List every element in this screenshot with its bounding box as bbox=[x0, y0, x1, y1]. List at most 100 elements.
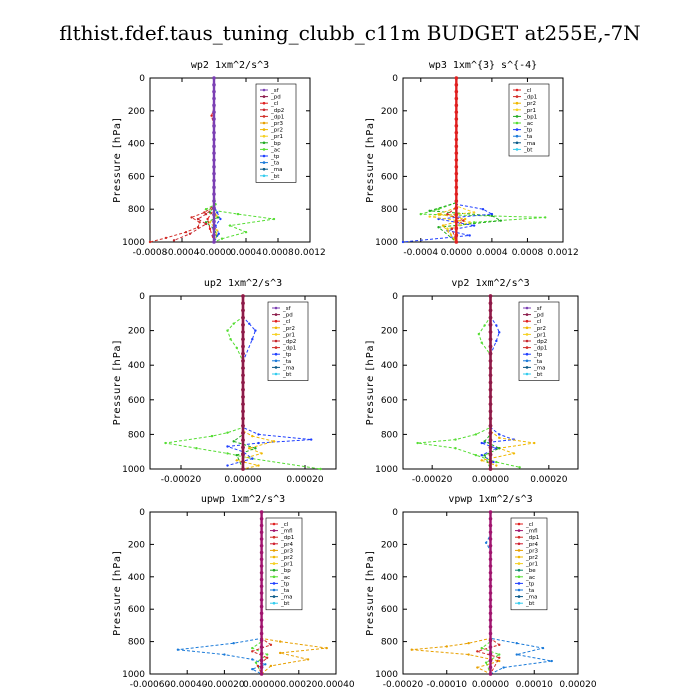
series-marker-bp1 bbox=[490, 214, 494, 217]
series-marker-pd bbox=[488, 395, 493, 399]
y-tick-label: 400 bbox=[381, 573, 398, 583]
series-marker-sf bbox=[212, 124, 216, 128]
series-marker-sf bbox=[212, 185, 216, 190]
y-tick-label: 200 bbox=[381, 327, 398, 337]
legend-marker bbox=[274, 319, 278, 323]
series-marker-pr2 bbox=[272, 440, 276, 443]
legend: _cl_dp1_pr2_pr1_bp1_ac_tp_ta_ma_bt bbox=[508, 83, 550, 157]
series-marker-mfl bbox=[488, 543, 493, 548]
legend-label: _sf bbox=[282, 306, 292, 312]
series-marker-dp1 bbox=[462, 219, 465, 222]
series-marker-dp1 bbox=[195, 447, 198, 450]
legend-label: _bp1 bbox=[523, 114, 537, 120]
y-tick-label: 0 bbox=[392, 292, 398, 302]
legend-marker bbox=[262, 128, 266, 131]
legend-marker bbox=[274, 359, 278, 363]
series-marker-cl bbox=[208, 227, 212, 231]
series-marker-pd bbox=[488, 323, 493, 327]
series-line-dp1 bbox=[475, 512, 501, 675]
series-marker-cl bbox=[454, 117, 459, 121]
series-marker-mfl bbox=[488, 604, 493, 609]
series-marker-pd bbox=[488, 337, 493, 342]
series-marker-mfl bbox=[259, 638, 264, 643]
series-marker-pd bbox=[241, 402, 245, 406]
series-marker-mfl bbox=[488, 658, 493, 663]
series-marker-dp1 bbox=[474, 453, 478, 457]
legend-marker bbox=[262, 174, 266, 178]
series-marker-pd bbox=[241, 380, 245, 385]
legend-label: _ac bbox=[270, 147, 280, 153]
series-marker-tp bbox=[251, 457, 254, 460]
series-marker-cl bbox=[454, 89, 459, 94]
legend-marker bbox=[517, 542, 521, 546]
x-tick-label: 0.00000 bbox=[243, 680, 280, 690]
legend-label: _tp bbox=[533, 352, 543, 358]
legend-label: _mfl bbox=[280, 529, 293, 535]
series-marker-ac bbox=[480, 646, 483, 650]
series-marker-pr3 bbox=[279, 651, 282, 655]
x-tick-label: 0.0012 bbox=[547, 248, 579, 258]
y-tick-label: 600 bbox=[128, 172, 145, 182]
series-marker-dp1 bbox=[446, 212, 449, 216]
legend-marker bbox=[272, 595, 276, 598]
series-marker-pr2 bbox=[251, 434, 254, 438]
legend-label: _pr3 bbox=[270, 121, 284, 127]
figure-title: flthist.fdef.taus_tuning_clubb_c11m BUDG… bbox=[59, 21, 640, 45]
series-line-pr3 bbox=[261, 512, 327, 675]
x-tick-label: 0.0008 bbox=[262, 248, 294, 258]
series-marker-mfl bbox=[488, 537, 493, 541]
x-tick-label: -0.00020 bbox=[161, 475, 202, 485]
series-marker-mfl bbox=[259, 530, 264, 535]
legend-label: _dp2 bbox=[270, 108, 284, 114]
legend-label: _sf bbox=[270, 88, 280, 94]
series-marker-sf bbox=[212, 233, 216, 237]
legend-marker bbox=[517, 529, 521, 532]
series-marker-pr1 bbox=[215, 214, 218, 217]
series-marker-pd bbox=[241, 395, 245, 399]
series-marker-pr2 bbox=[437, 212, 440, 216]
legend-marker bbox=[525, 319, 529, 323]
series-marker-pd bbox=[488, 294, 493, 298]
series-marker-tp bbox=[498, 331, 501, 334]
series-marker-mfl bbox=[488, 523, 493, 528]
series-marker-pd bbox=[241, 452, 245, 457]
legend-label: _be bbox=[525, 568, 536, 574]
series-marker-cl bbox=[454, 151, 459, 155]
series-marker-ta bbox=[484, 541, 488, 544]
series-marker-tp bbox=[498, 433, 501, 436]
series-marker-pd bbox=[241, 445, 245, 450]
legend-label: _ta bbox=[525, 588, 534, 594]
legend-label: _cl bbox=[525, 522, 534, 528]
series-marker-mfl bbox=[488, 550, 493, 555]
x-tick-label: -0.00020 bbox=[412, 475, 453, 485]
series-marker-dp1 bbox=[269, 643, 273, 647]
series-marker-ta bbox=[251, 667, 254, 671]
series-marker-pd bbox=[488, 301, 493, 306]
series-marker-dp2 bbox=[188, 232, 192, 235]
x-tick-label: 0.00020 bbox=[559, 680, 596, 690]
series-marker-pd bbox=[241, 438, 245, 442]
series-marker-tp bbox=[481, 208, 485, 211]
legend-label: _ma bbox=[533, 365, 545, 371]
series-marker-pd bbox=[241, 459, 245, 464]
y-tick-label: 400 bbox=[381, 361, 398, 371]
panel-title: up2 1xm^2/s^3 bbox=[204, 278, 282, 289]
legend-marker bbox=[517, 595, 521, 598]
legend-label: _pr2 bbox=[533, 326, 546, 332]
y-axis-label: Pressure [hPa] bbox=[112, 340, 123, 426]
x-tick-label: -0.0004 bbox=[165, 248, 200, 258]
series-marker-pd bbox=[488, 423, 493, 428]
legend-marker bbox=[515, 148, 519, 151]
series-marker-mfl bbox=[259, 665, 264, 670]
legend-label: _ma bbox=[525, 595, 537, 601]
legend-label: _bt bbox=[282, 372, 292, 378]
legend-marker bbox=[274, 333, 278, 336]
series-marker-ta bbox=[251, 658, 254, 661]
legend: _sf_pd_cl_pr2_pr1_dp2_dp1_tp_ta_ma_bt bbox=[518, 301, 560, 381]
legend-marker bbox=[517, 535, 521, 539]
series-marker-pd bbox=[241, 337, 245, 342]
series-marker-dp1 bbox=[203, 211, 206, 214]
series-marker-ta bbox=[502, 666, 505, 669]
legend-marker bbox=[515, 121, 519, 125]
